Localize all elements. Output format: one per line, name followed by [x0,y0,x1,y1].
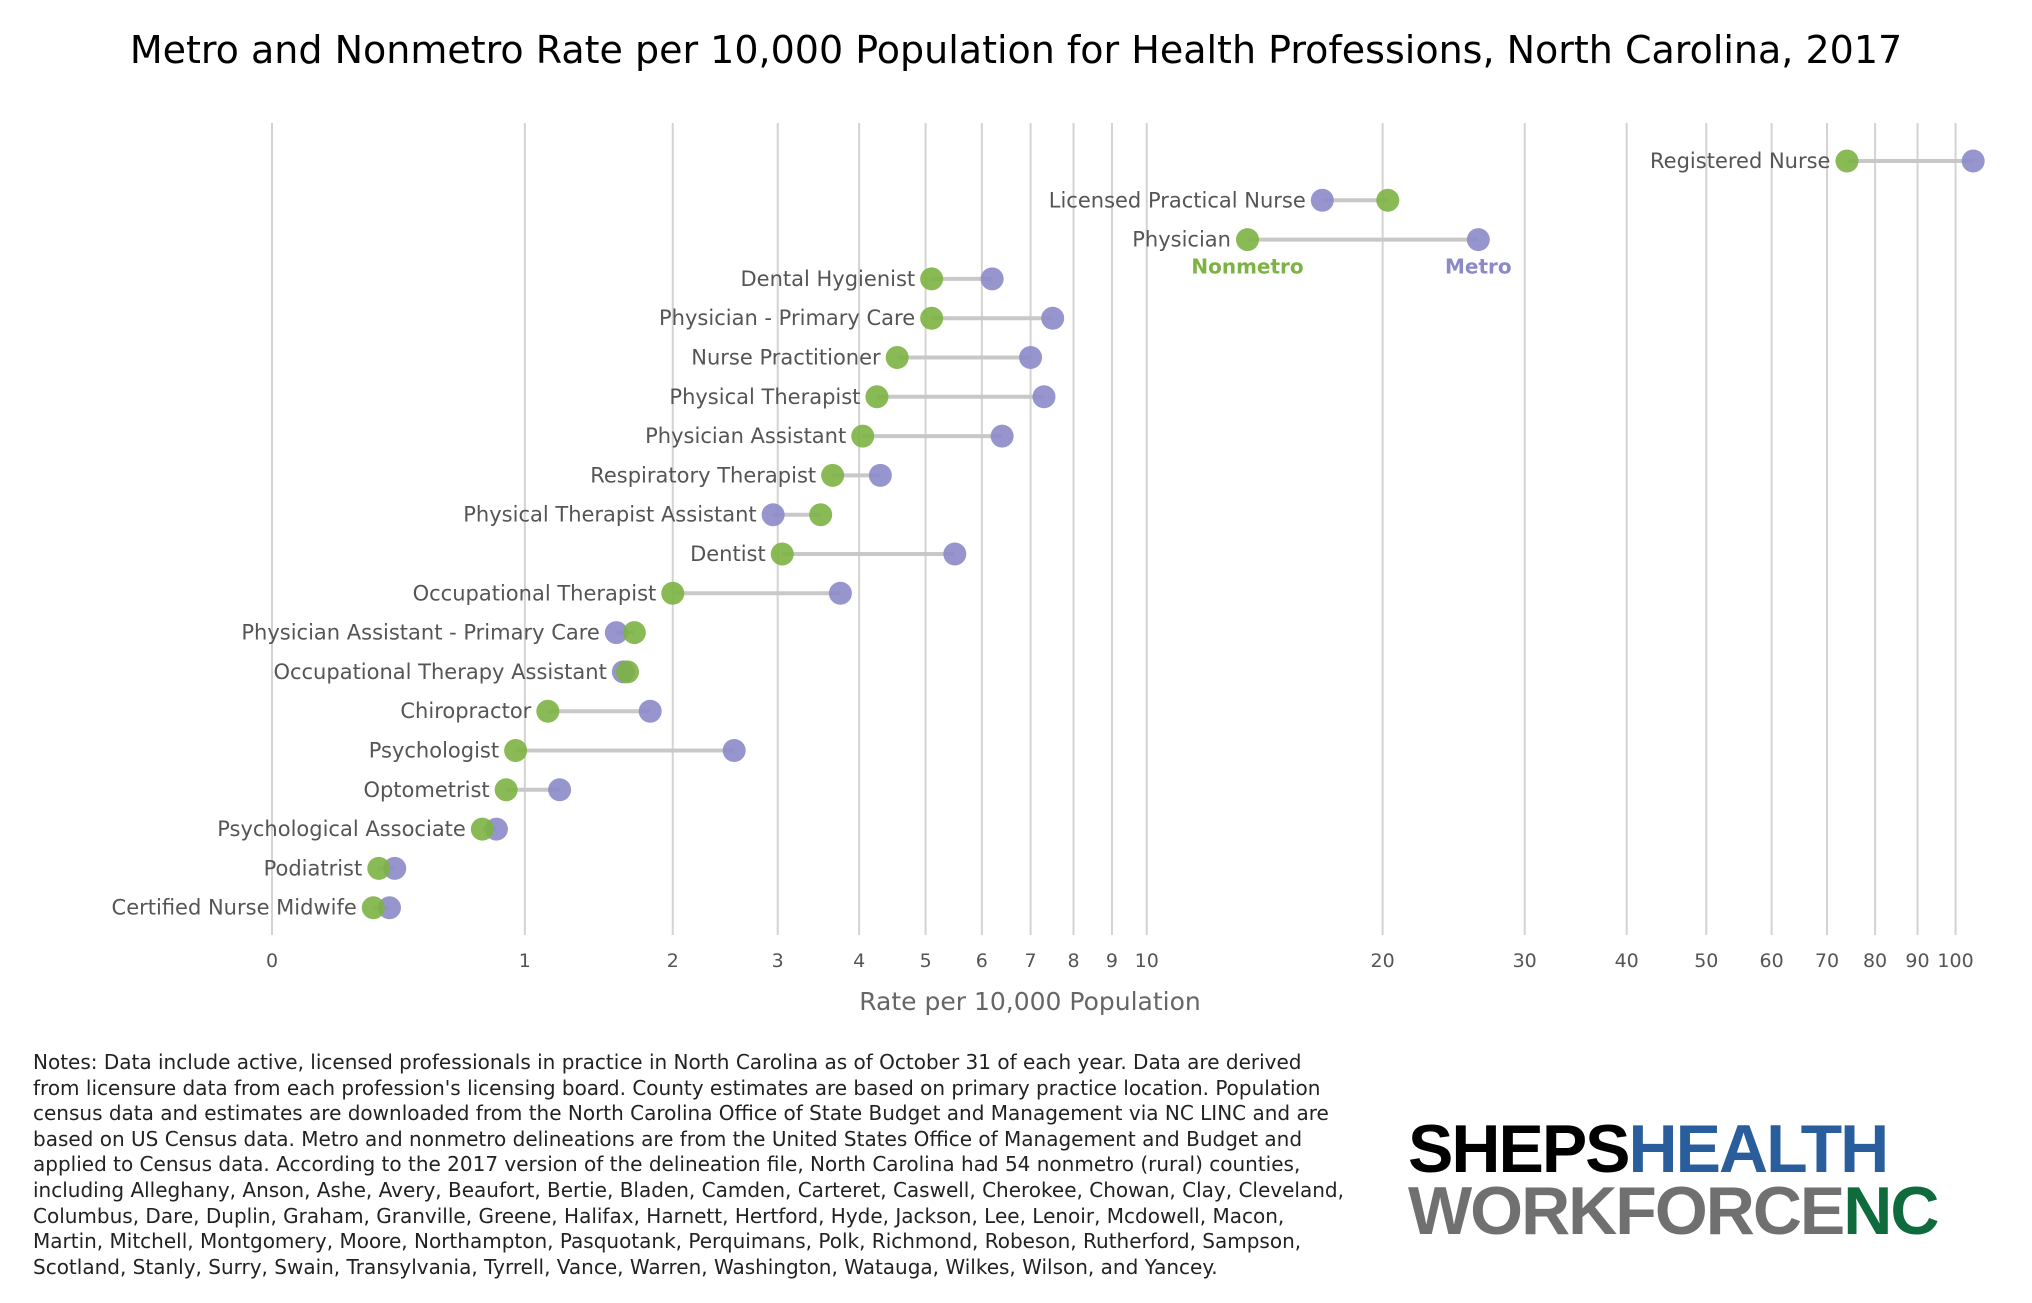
x-tick-label: 90 [1905,950,1929,972]
x-tick-label: 70 [1815,950,1839,972]
x-tick-label: 80 [1863,950,1887,972]
sheps-logo: SHEPSHEALTH WORKFORCENC [1408,1115,1988,1245]
x-tick-label: 50 [1694,950,1718,972]
category-label: Physician [1132,228,1231,252]
metro-point [828,581,852,605]
category-label: Physician Assistant - Primary Care [241,621,599,645]
x-tick-label: 2 [667,950,679,972]
x-tick-label: 5 [920,950,932,972]
metro-point [722,739,746,762]
x-tick-label: 1 [519,950,531,972]
metro-point [761,503,785,527]
chart-title: Metro and Nonmetro Rate per 10,000 Popul… [129,28,1903,72]
x-tick-label: 6 [976,950,988,972]
x-axis-title: Rate per 10,000 Population [859,987,1201,1016]
nonmetro-point [851,424,875,448]
nonmetro-point [1376,188,1400,212]
metro-point [943,542,967,566]
category-label: Licensed Practical Nurse [1049,188,1306,212]
category-label: Dentist [690,542,766,566]
logo-sheps: SHEPS [1408,1111,1631,1187]
nonmetro-point [536,699,560,723]
category-label: Podiatrist [264,856,363,880]
category-label: Occupational Therapy Assistant [273,660,606,684]
category-label: Respiratory Therapist [590,463,816,487]
annotations: Nonmetro Metro [1191,255,1511,279]
x-tick-label: 8 [1067,950,1079,972]
nonmetro-point [865,385,889,409]
nonmetro-point [504,739,528,762]
nonmetro-point [885,346,909,369]
metro-point [1466,228,1490,252]
nonmetro-point [821,463,845,487]
category-label: Certified Nurse Midwife [112,896,357,920]
metro-point [1019,346,1043,369]
logo-health: HEALTH [1628,1111,1890,1187]
nonmetro-point [470,817,494,841]
metro-point [1310,188,1334,212]
category-label: Psychological Associate [217,817,466,841]
x-tick-label: 40 [1615,950,1639,972]
connector-layer [373,159,1974,910]
metro-point [377,896,401,920]
metro-point [868,463,892,487]
category-label: Physician Assistant [645,424,846,448]
nonmetro-point [1236,228,1260,252]
metro-point [638,699,662,723]
nonmetro-point [920,306,944,330]
grid-layer [271,123,1957,935]
nonmetro-point [770,542,794,566]
category-label: Occupational Therapist [413,581,657,605]
metro-annotation: Metro [1445,255,1512,279]
category-label: Psychologist [369,739,499,763]
x-tick-label: 0 [266,950,278,972]
x-tick-label: 7 [1025,950,1037,972]
x-tick-label: 30 [1513,950,1537,972]
category-label: Physician - Primary Care [659,306,915,330]
metro-point [1961,149,1985,173]
nonmetro-point [616,660,640,684]
nonmetro-point [622,621,646,645]
nonmetro-point [494,778,518,802]
category-label: Dental Hygienist [741,267,916,291]
logo-nc: NC [1843,1173,1939,1249]
metro-point [383,856,407,880]
nonmetro-point [1835,149,1859,173]
x-tick-label: 20 [1371,950,1395,972]
nonmetro-point [809,503,833,527]
x-tick-label: 4 [853,950,865,972]
x-axis-ticks: 0 1 2 3 4 5 6 7 8 9 10 20 30 40 50 60 70 80 90 100 [266,950,1974,972]
category-label: Physical Therapist Assistant [463,503,756,527]
x-tick-label: 10 [1135,950,1159,972]
category-label: Physical Therapist [669,385,860,409]
x-tick-label: 60 [1760,950,1784,972]
x-tick-label: 3 [772,950,784,972]
metro-point [980,267,1004,291]
metro-point [548,778,572,802]
x-tick-label: 9 [1106,950,1118,972]
logo-workforce: WORKFORCE [1408,1173,1845,1249]
category-labels: Registered Nurse Licensed Practical Nurse… [112,149,1831,920]
metro-point [604,621,628,645]
category-label: Optometrist [363,778,489,802]
x-tick-label: 100 [1937,950,1973,972]
nonmetro-annotation: Nonmetro [1191,255,1303,279]
metro-point [990,424,1014,448]
dot-layer [361,149,1985,920]
nonmetro-point [661,581,685,605]
category-label: Chiropractor [400,699,531,723]
nonmetro-point [361,896,385,920]
notes-text: Notes: Data include active, licensed pro… [33,1050,1344,1279]
metro-point [1041,306,1065,330]
category-label: Registered Nurse [1650,149,1830,173]
metro-point [1032,385,1056,409]
nonmetro-point [367,856,391,880]
nonmetro-point [920,267,944,291]
category-label: Nurse Practitioner [691,346,881,370]
